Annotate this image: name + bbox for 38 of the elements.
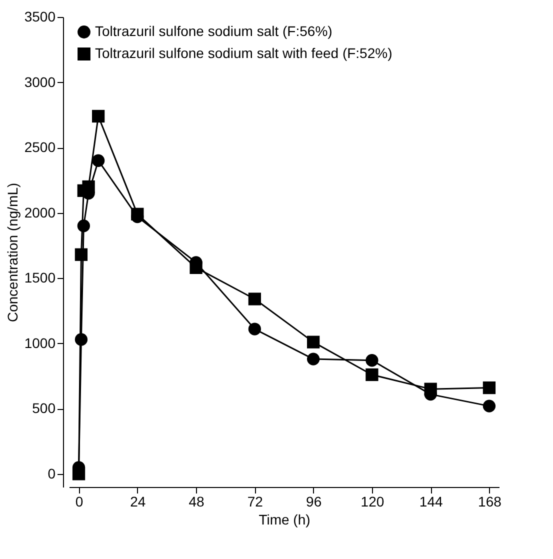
y-tick-label: 3000 [24,74,56,90]
x-tick-label: 120 [360,494,384,510]
legend-label: Toltrazuril sulfone sodium salt (F:56%) [95,23,332,39]
y-tick-label: 500 [32,400,56,416]
point [248,322,262,336]
point [190,261,202,274]
point [424,382,437,396]
x-tick-label: 24 [130,494,146,510]
point [92,110,105,123]
y-tick-label: 3500 [24,8,56,24]
x-tick-label: 0 [75,494,84,510]
y-tick-label: 0 [48,465,56,482]
legend-label: Toltrazuril sulfone sodium salt with feed (F:52%) [95,45,392,61]
y-tick-label: 2500 [24,139,56,156]
x-tick-label: 168 [478,494,502,510]
y-tick-label: 1500 [24,270,56,286]
point [74,248,88,261]
point [92,154,105,167]
point [77,220,90,232]
x-tick-label: 48 [188,494,205,510]
point [366,368,378,382]
point [72,468,86,480]
point [82,180,95,194]
point [482,400,496,412]
point [306,352,320,366]
x-tick-label: 72 [247,494,264,510]
x-tick-label: 96 [306,494,322,510]
point [74,333,88,346]
y-tick-label: 2000 [24,204,56,220]
x-tick-label: 144 [419,494,443,510]
y-tick-label: 1000 [24,334,56,351]
point [131,208,144,220]
point [248,292,262,306]
point [482,381,496,394]
y-axis-title: Concentration (ng/mL) [4,182,20,322]
point [306,336,320,348]
point [366,354,378,367]
x-axis-title: Time (h) [258,512,310,528]
